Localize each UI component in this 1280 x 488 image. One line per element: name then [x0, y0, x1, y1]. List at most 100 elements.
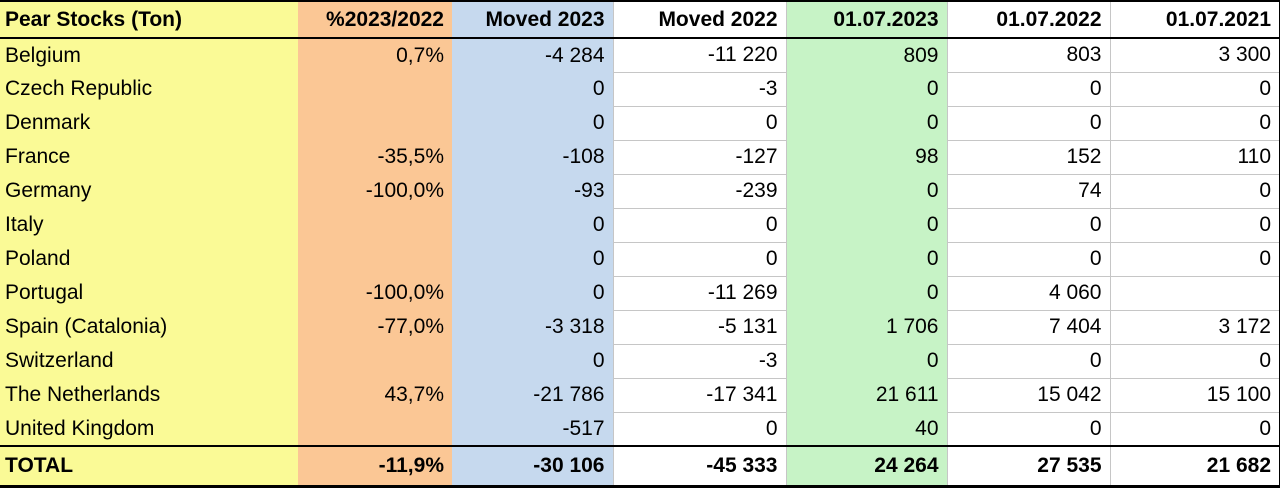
- country-cell: Portugal: [0, 276, 298, 310]
- total-value-cell: -30 106: [452, 445, 613, 488]
- value-cell: -17 341: [612, 378, 787, 413]
- value-cell: -239: [612, 174, 787, 209]
- country-cell: Spain (Catalonia): [0, 310, 298, 344]
- value-cell: -35,5%: [298, 140, 452, 174]
- value-cell: 0: [786, 72, 947, 106]
- country-cell: Switzerland: [0, 344, 298, 378]
- country-cell: France: [0, 140, 298, 174]
- value-cell: 0: [452, 276, 613, 310]
- value-cell: 0: [612, 208, 787, 243]
- total-label-cell: TOTAL: [0, 445, 298, 488]
- value-cell: 15 042: [946, 378, 1111, 413]
- header-row: Pear Stocks (Ton) %2023/2022 Moved 2023 Mov…: [0, 0, 1280, 39]
- total-value-cell: 24 264: [786, 445, 947, 488]
- value-cell: 1 706: [786, 310, 947, 344]
- table-row: Czech Republic 0 -3 0 0 0: [0, 72, 1280, 107]
- value-cell: 43,7%: [298, 378, 452, 412]
- country-cell: Poland: [0, 242, 298, 276]
- value-cell: 0: [452, 72, 613, 106]
- value-cell: [298, 242, 452, 276]
- header-cell: %2023/2022: [298, 0, 452, 39]
- value-cell: -100,0%: [298, 174, 452, 208]
- value-cell: -77,0%: [298, 310, 452, 344]
- value-cell: [298, 412, 452, 446]
- country-cell: Germany: [0, 174, 298, 208]
- country-cell: Czech Republic: [0, 72, 298, 106]
- value-cell: -21 786: [452, 378, 613, 412]
- header-cell: 01.07.2022: [946, 0, 1111, 39]
- header-cell: Pear Stocks (Ton): [0, 0, 298, 39]
- table-row: France -35,5% -108 -127 98 152 110: [0, 140, 1280, 175]
- header-cell: Moved 2023: [452, 0, 613, 39]
- value-cell: 152: [946, 140, 1111, 175]
- value-cell: 21 611: [786, 378, 947, 412]
- value-cell: 0: [1109, 72, 1280, 107]
- header-cell: 01.07.2021: [1109, 0, 1280, 39]
- value-cell: [298, 106, 452, 140]
- value-cell: 0: [452, 344, 613, 378]
- value-cell: -108: [452, 140, 613, 174]
- value-cell: 0: [946, 72, 1111, 107]
- table-row: Italy 0 0 0 0 0: [0, 208, 1280, 243]
- table-row: Denmark 0 0 0 0 0: [0, 106, 1280, 141]
- value-cell: 0: [946, 242, 1111, 277]
- value-cell: -11 269: [612, 276, 787, 311]
- value-cell: 15 100: [1109, 378, 1280, 413]
- value-cell: 0: [1109, 344, 1280, 379]
- value-cell: 0: [946, 344, 1111, 379]
- value-cell: 803: [946, 38, 1111, 73]
- value-cell: 0: [612, 412, 787, 447]
- table-row: Spain (Catalonia) -77,0% -3 318 -5 131 1 706…: [0, 310, 1280, 345]
- value-cell: 3 300: [1109, 38, 1280, 73]
- value-cell: 0: [1109, 412, 1280, 447]
- value-cell: -4 284: [452, 38, 613, 72]
- total-value-cell: 21 682: [1109, 445, 1280, 488]
- value-cell: 0: [1109, 242, 1280, 277]
- value-cell: 0: [452, 208, 613, 242]
- value-cell: -5 131: [612, 310, 787, 345]
- value-cell: -517: [452, 412, 613, 446]
- total-value-cell: -11,9%: [298, 445, 452, 488]
- value-cell: 0: [1109, 208, 1280, 243]
- total-value-cell: -45 333: [612, 445, 787, 488]
- value-cell: -3 318: [452, 310, 613, 344]
- value-cell: 0: [786, 242, 947, 276]
- table-row: Switzerland 0 -3 0 0 0: [0, 344, 1280, 379]
- country-cell: Italy: [0, 208, 298, 242]
- value-cell: 0,7%: [298, 38, 452, 72]
- value-cell: 98: [786, 140, 947, 174]
- value-cell: -3: [612, 344, 787, 379]
- value-cell: 4 060: [946, 276, 1111, 311]
- value-cell: [1109, 276, 1280, 311]
- value-cell: 0: [946, 208, 1111, 243]
- value-cell: 809: [786, 38, 947, 72]
- value-cell: 110: [1109, 140, 1280, 175]
- country-cell: Denmark: [0, 106, 298, 140]
- value-cell: [298, 72, 452, 106]
- header-cell: Moved 2022: [612, 0, 787, 39]
- table-body: Belgium 0,7% -4 284 -11 220 809 803 3 300 Czech…: [0, 38, 1280, 447]
- value-cell: 7 404: [946, 310, 1111, 345]
- country-cell: United Kingdom: [0, 412, 298, 446]
- table-row: The Netherlands 43,7% -21 786 -17 341 21 611…: [0, 378, 1280, 413]
- table-row: Belgium 0,7% -4 284 -11 220 809 803 3 300: [0, 38, 1280, 73]
- country-cell: The Netherlands: [0, 378, 298, 412]
- value-cell: [298, 344, 452, 378]
- value-cell: 0: [452, 106, 613, 140]
- value-cell: 0: [786, 344, 947, 378]
- value-cell: -11 220: [612, 38, 787, 73]
- value-cell: 0: [786, 174, 947, 208]
- value-cell: -100,0%: [298, 276, 452, 310]
- value-cell: 0: [1109, 174, 1280, 209]
- header-cell: 01.07.2023: [786, 0, 947, 39]
- value-cell: 0: [786, 208, 947, 242]
- value-cell: 0: [612, 106, 787, 141]
- value-cell: 40: [786, 412, 947, 446]
- table-row: Poland 0 0 0 0 0: [0, 242, 1280, 277]
- table-row: United Kingdom -517 0 40 0 0: [0, 412, 1280, 447]
- total-row: TOTAL -11,9% -30 106 -45 333 24 264 27 535 21 …: [0, 445, 1280, 488]
- total-value-cell: 27 535: [946, 445, 1111, 488]
- value-cell: 0: [946, 412, 1111, 447]
- value-cell: -93: [452, 174, 613, 208]
